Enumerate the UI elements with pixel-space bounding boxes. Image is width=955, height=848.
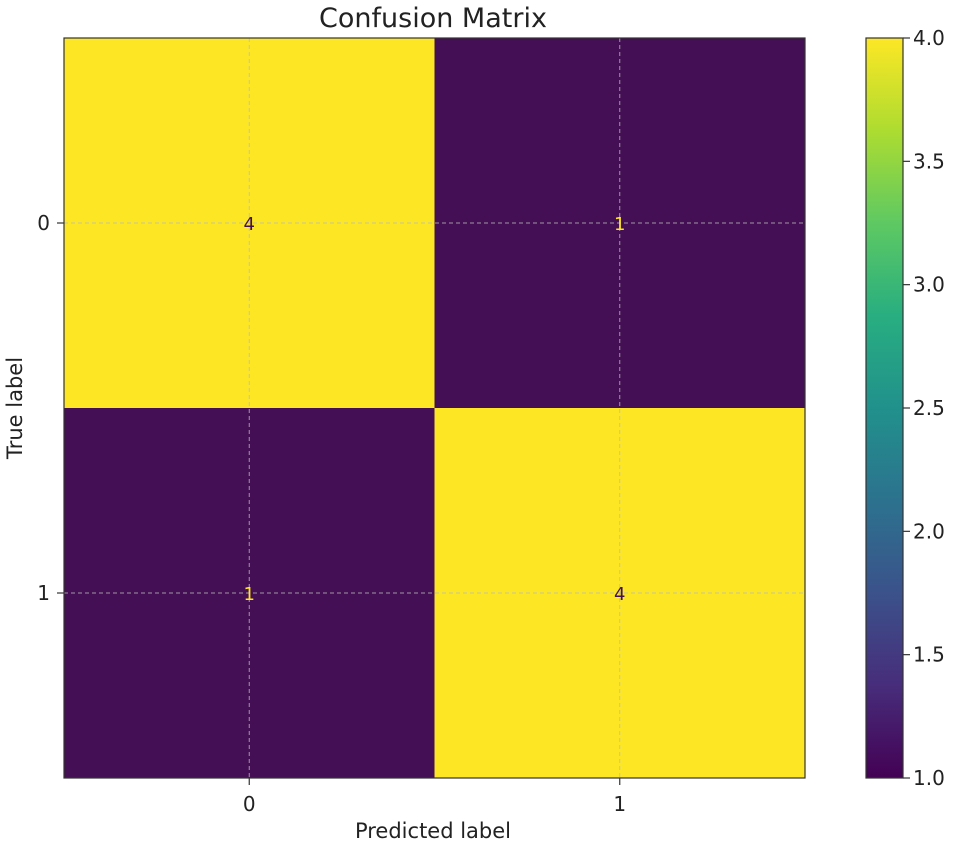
heatmap-cells (64, 38, 806, 779)
chart-title: Confusion Matrix (319, 3, 547, 34)
x-tick-label: 1 (613, 792, 626, 816)
colorbar-tick-label: 4.0 (913, 26, 945, 50)
cell-value-label: 1 (244, 584, 255, 605)
colorbar-tick-label: 1.5 (913, 643, 945, 667)
colorbar-ticks: 1.0 1.5 2.0 2.5 3.0 3.5 4.0 (903, 26, 945, 790)
x-axis-label: Predicted label (355, 819, 511, 843)
plot-frame (63, 37, 806, 779)
y-tick-label: 0 (37, 211, 50, 235)
cell-value-label: 4 (614, 584, 625, 605)
cell-value-label: 1 (614, 214, 625, 235)
y-axis-label: True label (3, 357, 27, 460)
y-tick-label: 1 (37, 581, 50, 605)
colorbar-tick-label: 3.5 (913, 149, 945, 173)
colorbar-tick-label: 1.0 (913, 766, 945, 790)
colorbar-tick-label: 2.5 (913, 396, 945, 420)
colorbar (865, 37, 904, 779)
y-axis-ticks: 01 (37, 211, 64, 605)
cell-value-label: 4 (244, 214, 255, 235)
colorbar-tick-label: 3.0 (913, 273, 945, 297)
x-tick-label: 0 (243, 792, 256, 816)
cell-value-labels: 4 1 1 4 (244, 214, 626, 605)
gridlines (64, 38, 805, 778)
colorbar-tick-label: 2.0 (913, 519, 945, 543)
